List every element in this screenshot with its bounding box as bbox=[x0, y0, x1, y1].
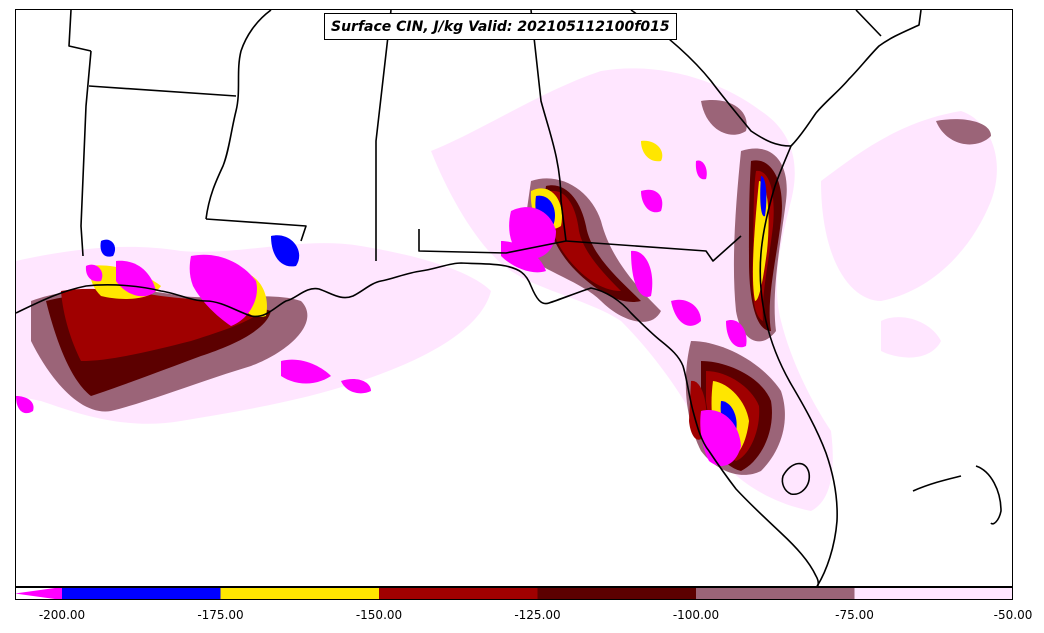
tick-label: -200.00 bbox=[38, 608, 86, 622]
gulf-coastline bbox=[16, 262, 820, 586]
tick-label: -100.00 bbox=[672, 608, 720, 622]
tick-label: -125.00 bbox=[514, 608, 561, 622]
state-border-ms-river bbox=[205, 10, 272, 220]
cin-band-light-pink bbox=[16, 68, 997, 511]
colorbar-bin bbox=[537, 587, 696, 600]
tick-label: -75.00 bbox=[835, 608, 874, 622]
cin-map bbox=[16, 10, 1002, 586]
cin-band-magenta bbox=[16, 160, 747, 466]
tick-label: -50.00 bbox=[993, 608, 1033, 622]
lake-okeechobee bbox=[781, 462, 811, 496]
state-border-ar-la bbox=[88, 85, 237, 97]
state-border-ms-al bbox=[375, 10, 392, 261]
colorbar-bins bbox=[62, 587, 1013, 600]
colorbar-bin bbox=[379, 587, 538, 600]
cin-field bbox=[16, 68, 997, 511]
tick-label: -175.00 bbox=[197, 608, 244, 622]
colorbar bbox=[15, 587, 1013, 600]
colorbar-bin bbox=[62, 587, 221, 600]
state-border-la-ms bbox=[205, 218, 307, 242]
state-border-al-ga bbox=[530, 10, 567, 242]
state-border-sc-nc bbox=[855, 10, 882, 37]
state-border-ga-fl bbox=[565, 235, 742, 262]
colorbar-outline bbox=[15, 587, 1013, 600]
map-boundaries bbox=[16, 10, 1002, 586]
bahamas-islands bbox=[912, 465, 1002, 525]
map-panel bbox=[15, 9, 1013, 587]
florida-east-coast bbox=[759, 145, 838, 586]
state-border-tx-la bbox=[80, 50, 92, 257]
state-border-ok-ar bbox=[68, 10, 92, 52]
colorbar-bin bbox=[854, 587, 1013, 600]
tick-label: -150.00 bbox=[355, 608, 403, 622]
colorbar-bin bbox=[220, 587, 379, 600]
colorbar-bin bbox=[696, 587, 855, 600]
atlantic-coastline bbox=[790, 10, 922, 147]
state-border-al-fl bbox=[418, 229, 567, 254]
colorbar-extend-arrow bbox=[15, 587, 62, 600]
map-title: Surface CIN, J/kg Valid: 202105112100f01… bbox=[324, 13, 677, 40]
